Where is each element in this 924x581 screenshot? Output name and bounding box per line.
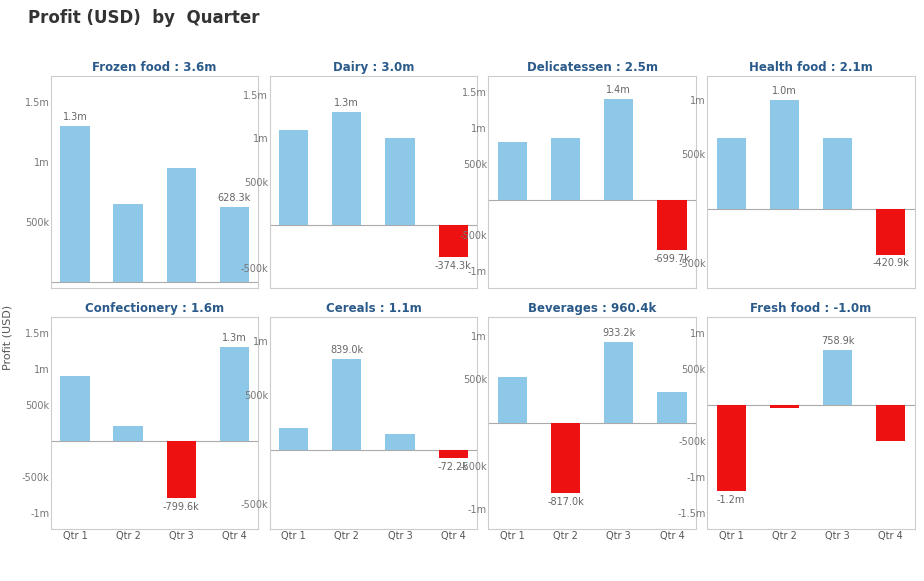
Bar <box>551 423 580 493</box>
Title: Health food : 2.1m: Health food : 2.1m <box>749 62 873 74</box>
Bar <box>385 433 415 450</box>
Bar <box>60 376 90 440</box>
Bar <box>823 350 852 405</box>
Text: -699.7k: -699.7k <box>653 254 690 264</box>
Bar <box>114 426 142 440</box>
Bar <box>279 130 309 225</box>
Text: 1.3m: 1.3m <box>334 99 359 109</box>
Bar <box>657 392 687 423</box>
Bar <box>333 112 361 225</box>
Bar <box>551 138 580 199</box>
Text: -72.2k: -72.2k <box>438 461 468 472</box>
Text: 1.4m: 1.4m <box>606 85 631 95</box>
Bar <box>333 358 361 450</box>
Bar <box>166 168 196 282</box>
Bar <box>279 428 309 450</box>
Text: 1.3m: 1.3m <box>222 333 247 343</box>
Bar <box>498 142 527 199</box>
Bar <box>716 405 746 491</box>
Title: Frozen food : 3.6m: Frozen food : 3.6m <box>92 62 217 74</box>
Bar <box>60 126 90 282</box>
Text: 1.3m: 1.3m <box>63 113 87 123</box>
Text: 839.0k: 839.0k <box>330 345 363 355</box>
Text: 1.0m: 1.0m <box>772 86 796 96</box>
Bar <box>657 199 687 250</box>
Bar <box>439 450 468 458</box>
Text: -817.0k: -817.0k <box>547 497 584 507</box>
Bar <box>439 225 468 257</box>
Bar <box>114 204 142 282</box>
Bar <box>220 347 249 440</box>
Bar <box>876 209 906 254</box>
Bar <box>876 405 906 442</box>
Title: Delicatessen : 2.5m: Delicatessen : 2.5m <box>527 62 658 74</box>
Bar <box>498 377 527 423</box>
Bar <box>823 138 852 209</box>
Bar <box>220 207 249 282</box>
Bar <box>770 405 799 408</box>
Title: Cereals : 1.1m: Cereals : 1.1m <box>325 303 421 315</box>
Bar <box>604 99 633 199</box>
Text: 933.2k: 933.2k <box>602 328 636 338</box>
Text: Profit (USD)  by  Quarter: Profit (USD) by Quarter <box>28 9 260 27</box>
Text: -374.3k: -374.3k <box>435 261 471 271</box>
Text: 758.9k: 758.9k <box>821 336 854 346</box>
Text: 628.3k: 628.3k <box>218 193 251 203</box>
Title: Confectionery : 1.6m: Confectionery : 1.6m <box>85 303 225 315</box>
Text: -420.9k: -420.9k <box>872 259 909 268</box>
Bar <box>385 138 415 225</box>
Title: Dairy : 3.0m: Dairy : 3.0m <box>333 62 414 74</box>
Bar <box>716 138 746 209</box>
Text: -1.2m: -1.2m <box>717 495 746 505</box>
Bar <box>166 440 196 498</box>
Title: Beverages : 960.4k: Beverages : 960.4k <box>528 303 656 315</box>
Text: Profit (USD): Profit (USD) <box>3 304 12 370</box>
Title: Fresh food : -1.0m: Fresh food : -1.0m <box>750 303 871 315</box>
Text: -799.6k: -799.6k <box>163 502 200 512</box>
Bar <box>770 100 799 209</box>
Bar <box>604 342 633 423</box>
